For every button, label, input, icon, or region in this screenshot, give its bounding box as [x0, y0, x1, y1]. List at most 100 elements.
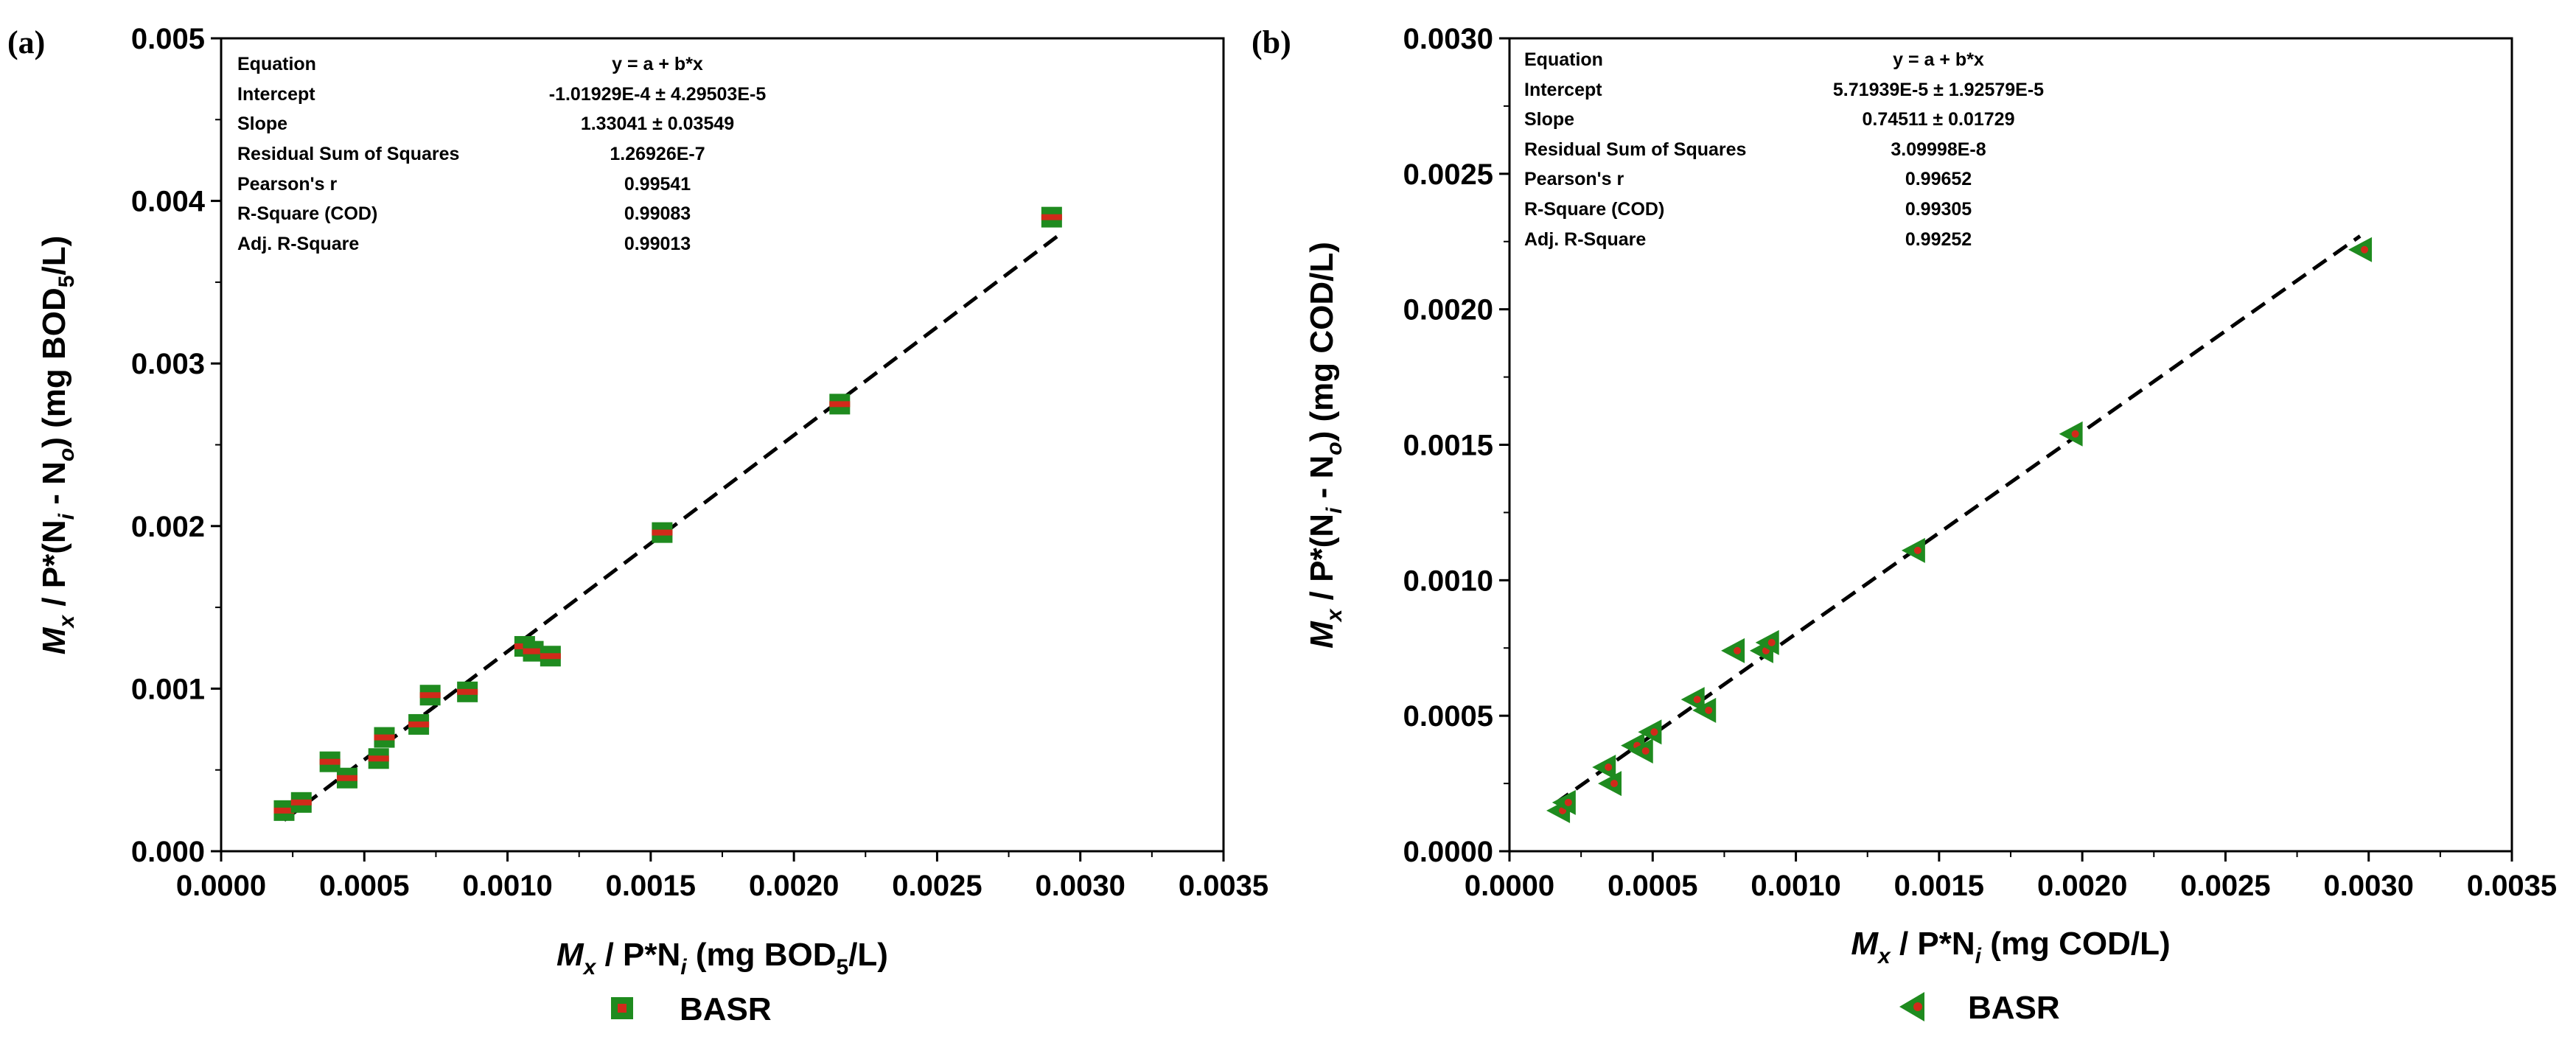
panel-b-fit-line-group	[1554, 234, 2362, 806]
panel-a-y-tick-label: 0.002	[131, 511, 205, 543]
panel-a-stats-label: R-Square (COD)	[237, 203, 377, 224]
panel-a-x-tick-label: 0.0000	[176, 870, 266, 902]
panel-a-legend-marker-center	[618, 1004, 626, 1013]
panel-b-fit-line	[1554, 234, 2362, 806]
panel-a-point-marker-center	[368, 755, 389, 762]
panel-a-point-marker-center	[319, 758, 341, 765]
panel-b-y-tick-label: 0.0000	[1403, 836, 1493, 868]
panel-a-ticks: 0.0000 0.0005 0.0010 0.0015 0.0020 0.0025 0.00…	[131, 23, 1268, 902]
panel-b-data-point	[2059, 421, 2083, 447]
panel-b-point-marker	[1598, 771, 1622, 797]
panel-b-point-marker	[1680, 687, 1705, 713]
panel-b-point-marker	[1592, 755, 1616, 780]
panel-a-y-tick-label: 0.003	[131, 348, 205, 380]
panel-b-stats-label: Residual Sum of Squares	[1524, 139, 1746, 160]
panel-a-x-tick-label: 0.0035	[1179, 870, 1268, 902]
panel-a-data-point	[368, 748, 389, 769]
panel-a-y-tick-label: 0.001	[131, 673, 205, 705]
panel-b-point-marker-center	[1605, 764, 1613, 772]
panel-b-data-point	[1638, 719, 1662, 745]
panel-b-stats-label: Equation	[1524, 49, 1603, 70]
panel-b-data-point	[1592, 755, 1616, 780]
panel-a-stats-value: 0.99541	[624, 174, 691, 195]
panel-a-y-tick-label: 0.005	[131, 23, 205, 55]
panel-b-data-point	[1901, 537, 1925, 563]
panel-b-stats-value: 5.71939E-5 ± 1.92579E-5	[1833, 80, 2044, 100]
panel-b-stats-value: 0.99252	[1905, 229, 1972, 250]
panel-a-data-point	[290, 792, 312, 813]
panel-b-stats-value: 0.99652	[1905, 169, 1972, 189]
panel-b-point-marker	[1755, 629, 1779, 655]
panel-a-point-marker-center	[652, 529, 673, 536]
panel-a-point-marker-center	[336, 775, 357, 781]
panel-a-data-point	[457, 681, 478, 702]
panel-b-x-tick-label: 0.0030	[2324, 870, 2414, 902]
panel-a-point-marker-center	[374, 734, 395, 741]
panel-b-x-tick-label: 0.0000	[1465, 870, 1554, 902]
panel-b-stats-label: Pearson's r	[1524, 169, 1624, 189]
panel-b-point-marker-center	[1641, 747, 1650, 755]
panel-a-point-marker-center	[273, 807, 295, 814]
panel-a-data-points	[273, 206, 1062, 821]
panel-a-y-tick-label: 0.000	[131, 836, 205, 868]
panel-a-stats-label: Slope	[237, 113, 287, 134]
panel-b-legend: BASR	[1899, 990, 2060, 1026]
panel-a-data-point	[829, 394, 851, 415]
panel-b-stats-label: Slope	[1524, 109, 1574, 130]
panel-b-ticks: 0.0000 0.0005 0.0010 0.0015 0.0020 0.0025 0.00…	[1403, 23, 2558, 902]
panel-b-y-tick-label: 0.0030	[1403, 23, 1493, 55]
panel-b-y-tick-label: 0.0015	[1403, 430, 1493, 462]
panel-b: (b) Equation y = a + b*x Intercept 5.719…	[1252, 23, 2557, 1026]
panel-a-stats-box: Equation y = a + b*x Intercept -1.01929E…	[237, 54, 766, 254]
panel-a-point-marker-center	[419, 692, 441, 699]
panel-a-data-point	[540, 646, 561, 667]
panel-b-point-marker	[1551, 789, 1576, 815]
panel-a-data-point	[408, 713, 430, 735]
panel-b-stats-label: Adj. R-Square	[1524, 229, 1646, 250]
panel-b-stats-label: Intercept	[1524, 80, 1602, 100]
panel-b-point-marker-center	[2361, 245, 2369, 254]
panel-b-x-tick-label: 0.0035	[2467, 870, 2557, 902]
panel-a-data-point	[1041, 206, 1062, 228]
panel-a-label: (a)	[7, 24, 45, 60]
panel-a-point-marker-center	[457, 688, 478, 695]
panel-a-data-point	[336, 767, 357, 789]
panel-a-data-point	[374, 727, 395, 748]
panel-b-point-marker	[2348, 237, 2373, 262]
panel-b-x-tick-label: 0.0015	[1894, 870, 1984, 902]
panel-a-x-tick-label: 0.0015	[606, 870, 696, 902]
panel-a-stats-value: 1.33041 ± 0.03549	[581, 113, 734, 134]
panel-a-stats-label: Adj. R-Square	[237, 234, 359, 254]
panel-a-point-marker-center	[290, 799, 312, 806]
panel-b-point-marker-center	[1650, 728, 1658, 736]
panel-a-point-marker-center	[1041, 214, 1062, 220]
panel-a-stats-label: Pearson's r	[237, 174, 337, 195]
panel-b-point-marker-center	[1913, 546, 1921, 554]
panel-b-point-marker	[2059, 421, 2083, 447]
panel-a-stats-value: -1.01929E-4 ± 4.29503E-5	[549, 84, 767, 105]
panel-b-point-marker-center	[1693, 696, 1701, 704]
panel-a-x-tick-label: 0.0020	[749, 870, 839, 902]
panel-b-legend-marker	[1899, 992, 1924, 1021]
panel-b-data-points	[1546, 237, 2373, 823]
panel-b-point-marker	[1638, 719, 1662, 745]
panel-b-stats-value: 0.99305	[1905, 199, 1972, 220]
panel-b-legend-marker-center	[1913, 1002, 1922, 1011]
panel-a-data-point	[652, 522, 673, 543]
panel-b-stats-value: 0.74511 ± 0.01729	[1863, 109, 2015, 130]
panel-b-point-marker-center	[1734, 646, 1742, 654]
panel-a-x-tick-label: 0.0030	[1036, 870, 1125, 902]
panel-a-point-marker-center	[540, 653, 561, 660]
panel-a-data-point	[419, 685, 441, 706]
panel-b-y-tick-label: 0.0025	[1403, 158, 1493, 191]
panel-b-data-point	[1680, 687, 1705, 713]
panel-a: (a) Equation y = a + b*x Intercept -1.01…	[7, 23, 1268, 1027]
panel-b-point-marker-center	[1564, 798, 1572, 806]
panel-a-point-marker-center	[523, 648, 544, 654]
panel-b-y-tick-label: 0.0020	[1403, 294, 1493, 326]
panel-b-data-point	[1692, 697, 1717, 723]
panel-a-y-tick-label: 0.004	[131, 186, 206, 218]
panel-b-point-marker-center	[2071, 430, 2079, 438]
